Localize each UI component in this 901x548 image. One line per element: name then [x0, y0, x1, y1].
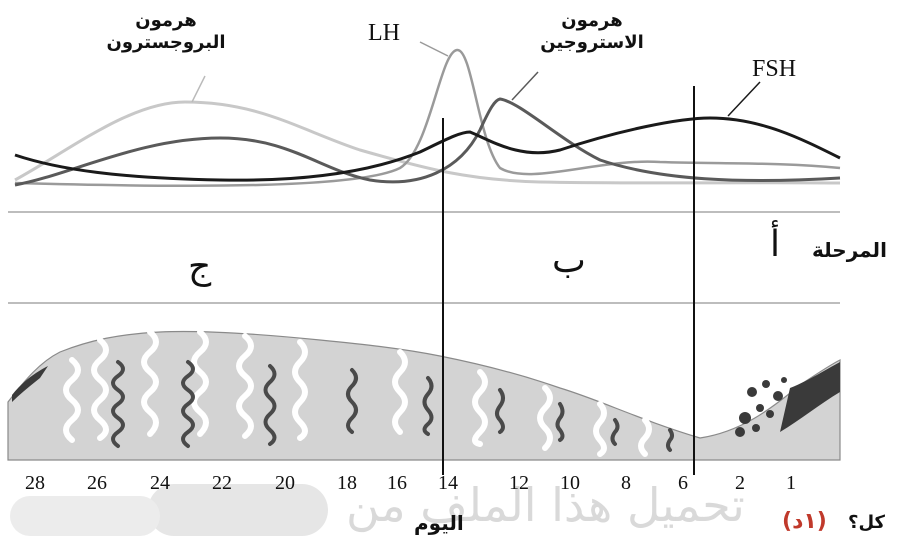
progesterone-label-line2: البروجسترون: [66, 32, 266, 54]
day-tick-label: 8: [614, 472, 638, 495]
day-tick-label: 12: [507, 472, 531, 495]
day-tick-label: 22: [210, 472, 234, 495]
day-tick-label: 18: [335, 472, 359, 495]
estrogen-label-line2: الاستروجين: [510, 32, 674, 54]
phase-c-label: ج: [188, 246, 211, 287]
phase-a-label: أ: [770, 224, 780, 265]
progesterone-curve: [15, 102, 840, 183]
day-tick-label: 1: [779, 472, 803, 495]
phase-heading: المرحلة: [812, 238, 887, 262]
estrogen-pointer: [512, 72, 538, 100]
day-tick-label: 28: [23, 472, 47, 495]
day-tick-label: 6: [671, 472, 695, 495]
day-tick-label: 14: [436, 472, 460, 495]
day-axis-label: اليوم: [414, 511, 464, 535]
day-tick-label: 20: [273, 472, 297, 495]
progesterone-label: هرمون البروجسترون: [66, 10, 266, 54]
phase-b-label: ب: [552, 240, 586, 281]
lh-label: LH: [368, 20, 400, 47]
question-mark-label: (١د): [782, 509, 827, 534]
day-tick-label: 16: [385, 472, 409, 495]
progesterone-pointer: [192, 76, 205, 102]
fsh-pointer: [728, 82, 760, 116]
question-text: كل؟: [848, 512, 885, 533]
endometrium-layer: [8, 331, 840, 460]
estrogen-label: هرمون الاستروجين: [510, 10, 674, 54]
estrogen-label-line1: هرمون: [510, 10, 674, 32]
lh-pointer: [420, 42, 448, 56]
fsh-label: FSH: [752, 56, 796, 83]
day-tick-label: 10: [558, 472, 582, 495]
day-tick-label: 24: [148, 472, 172, 495]
day-tick-label: 2: [728, 472, 752, 495]
day-tick-label: 26: [85, 472, 109, 495]
progesterone-label-line1: هرمون: [66, 10, 266, 32]
